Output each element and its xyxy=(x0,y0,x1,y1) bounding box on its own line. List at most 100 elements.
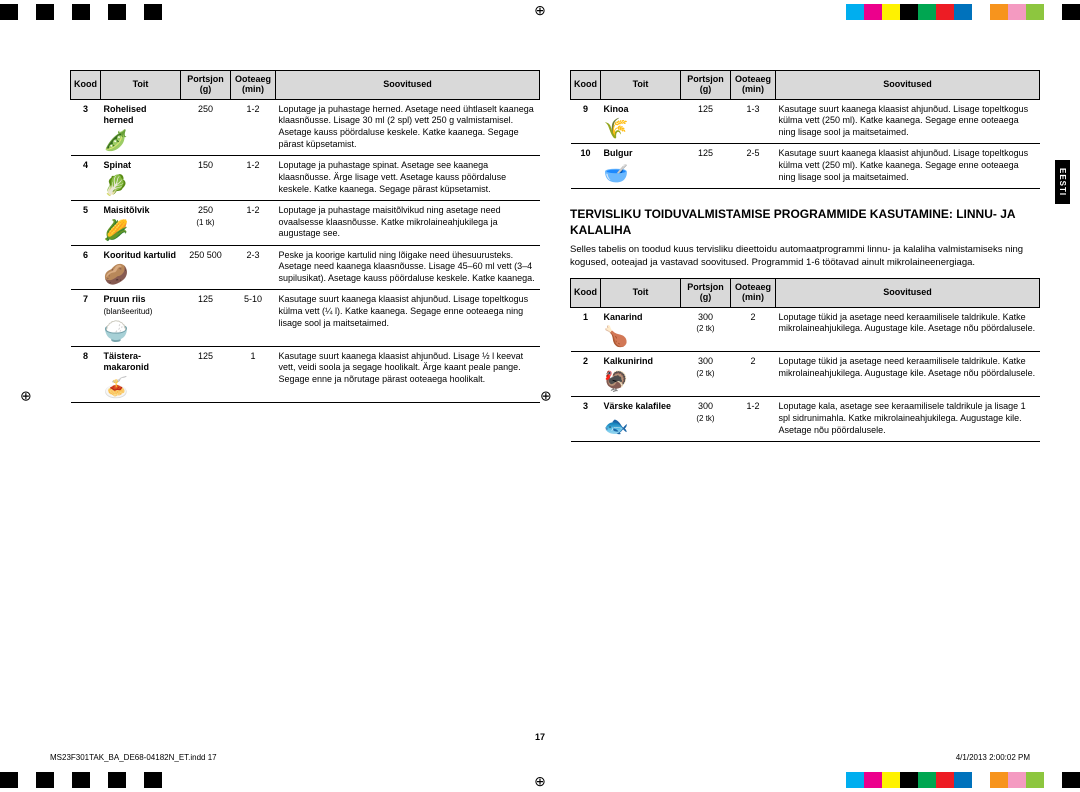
cell-recommendation: Loputage tükid ja asetage need keraamili… xyxy=(776,307,1040,352)
th-soovitused: Soovitused xyxy=(776,278,1040,307)
color-segment xyxy=(72,772,90,788)
food-icon: 🥬 xyxy=(104,176,178,196)
color-segment xyxy=(864,4,882,20)
color-segment xyxy=(0,772,18,788)
food-icon: 🦃 xyxy=(604,372,678,392)
left-column: Kood Toit Portsjon (g) Ooteaeg (min) Soo… xyxy=(70,70,540,732)
food-icon: 🌽 xyxy=(104,221,178,241)
food-icon: 🐟 xyxy=(604,417,678,437)
color-segment xyxy=(54,4,72,20)
cell-code: 9 xyxy=(571,99,601,144)
registration-mark-left: ⊕ xyxy=(20,388,32,405)
cell-portion: 125 xyxy=(681,144,731,189)
cell-wait: 2-5 xyxy=(731,144,776,189)
color-segment xyxy=(18,772,36,788)
table-row: 1 Kanarind🍗 300(2 tk) 2 Loputage tükid j… xyxy=(571,307,1040,352)
color-segment xyxy=(54,772,72,788)
cell-code: 3 xyxy=(571,397,601,442)
th-portsjon: Portsjon (g) xyxy=(681,71,731,100)
th-toit: Toit xyxy=(601,278,681,307)
color-segment xyxy=(1044,772,1062,788)
cell-code: 6 xyxy=(71,245,101,290)
cell-code: 10 xyxy=(571,144,601,189)
color-segment xyxy=(990,772,1008,788)
color-segment xyxy=(864,772,882,788)
th-portsjon: Portsjon (g) xyxy=(681,278,731,307)
footer-left: MS23F301TAK_BA_DE68-04182N_ET.indd 17 xyxy=(50,753,217,762)
cell-wait: 2 xyxy=(731,352,776,397)
color-segment xyxy=(846,772,864,788)
color-segment xyxy=(1026,772,1044,788)
cell-code: 1 xyxy=(571,307,601,352)
color-segment xyxy=(918,772,936,788)
cell-wait: 1-2 xyxy=(231,156,276,201)
cell-portion: 125 xyxy=(181,346,231,402)
th-ooteaeg: Ooteaeg (min) xyxy=(731,71,776,100)
table-row: 3 Rohelised herned🫛 250 1-2 Loputage ja … xyxy=(71,99,540,155)
cell-wait: 1 xyxy=(231,346,276,402)
color-segment xyxy=(882,772,900,788)
right-column: Kood Toit Portsjon (g) Ooteaeg (min) Soo… xyxy=(570,70,1040,732)
th-portsjon: Portsjon (g) xyxy=(181,71,231,100)
color-segment xyxy=(900,772,918,788)
cell-portion: 250(1 tk) xyxy=(181,200,231,245)
registration-mark-top: ⊕ xyxy=(534,2,546,19)
th-kood: Kood xyxy=(71,71,101,100)
color-segment xyxy=(90,772,108,788)
page-content: Kood Toit Portsjon (g) Ooteaeg (min) Soo… xyxy=(70,70,1040,732)
color-segment xyxy=(108,772,126,788)
color-segment xyxy=(144,4,162,20)
table-meat-fish: Kood Toit Portsjon (g) Ooteaeg (min) Soo… xyxy=(570,278,1040,442)
table-row: 9 Kinoa🌾 125 1-3 Kasutage suurt kaanega … xyxy=(571,99,1040,144)
color-segment xyxy=(126,772,144,788)
th-toit: Toit xyxy=(601,71,681,100)
cell-food: Kinoa🌾 xyxy=(601,99,681,144)
cell-portion: 250 xyxy=(181,99,231,155)
cell-food: Maisitõlvik🌽 xyxy=(101,200,181,245)
food-icon: 🥣 xyxy=(604,164,678,184)
color-segment xyxy=(1026,4,1044,20)
color-segment xyxy=(126,4,144,20)
table-row: 6 Kooritud kartulid🥔 250 500 2-3 Peske j… xyxy=(71,245,540,290)
cell-code: 4 xyxy=(71,156,101,201)
cell-food: Värske kalafilee🐟 xyxy=(601,397,681,442)
cell-wait: 1-2 xyxy=(231,99,276,155)
color-segment xyxy=(936,4,954,20)
page-number: 17 xyxy=(535,732,545,742)
cell-food: Bulgur🥣 xyxy=(601,144,681,189)
cell-wait: 2-3 xyxy=(231,245,276,290)
th-kood: Kood xyxy=(571,71,601,100)
th-soovitused: Soovitused xyxy=(276,71,540,100)
cell-recommendation: Loputage tükid ja asetage need keraamili… xyxy=(776,352,1040,397)
table-row: 10 Bulgur🥣 125 2-5 Kasutage suurt kaaneg… xyxy=(571,144,1040,189)
color-segment xyxy=(0,4,18,20)
color-segment xyxy=(90,4,108,20)
color-segment xyxy=(1008,772,1026,788)
table-row: 8 Täistera-makaronid🍝 125 1 Kasutage suu… xyxy=(71,346,540,402)
cell-food: Kanarind🍗 xyxy=(601,307,681,352)
th-ooteaeg: Ooteaeg (min) xyxy=(231,71,276,100)
food-icon: 🍗 xyxy=(604,327,678,347)
color-segment xyxy=(1008,4,1026,20)
cell-recommendation: Kasutage suurt kaanega klaasist ahjunõud… xyxy=(776,144,1040,189)
color-segment xyxy=(72,4,90,20)
color-segment xyxy=(846,4,864,20)
color-segment xyxy=(882,4,900,20)
color-segment xyxy=(900,4,918,20)
cell-wait: 1-2 xyxy=(731,397,776,442)
color-segment xyxy=(954,772,972,788)
cell-wait: 5-10 xyxy=(231,290,276,346)
food-icon: 🫛 xyxy=(104,131,178,151)
th-ooteaeg: Ooteaeg (min) xyxy=(731,278,776,307)
table-row: 2 Kalkunirind🦃 300(2 tk) 2 Loputage tüki… xyxy=(571,352,1040,397)
food-icon: 🌾 xyxy=(604,119,678,139)
cell-portion: 300(2 tk) xyxy=(681,352,731,397)
section-intro: Selles tabelis on toodud kuus tervisliku… xyxy=(570,244,1040,270)
cell-food: Pruun riis(blanšeeritud)🍚 xyxy=(101,290,181,346)
color-segment xyxy=(972,772,990,788)
food-icon: 🍚 xyxy=(104,322,178,342)
cell-portion: 150 xyxy=(181,156,231,201)
cell-recommendation: Peske ja koorige kartulid ning lõigake n… xyxy=(276,245,540,290)
cell-recommendation: Loputage kala, asetage see keraamilisele… xyxy=(776,397,1040,442)
cell-wait: 1-2 xyxy=(231,200,276,245)
